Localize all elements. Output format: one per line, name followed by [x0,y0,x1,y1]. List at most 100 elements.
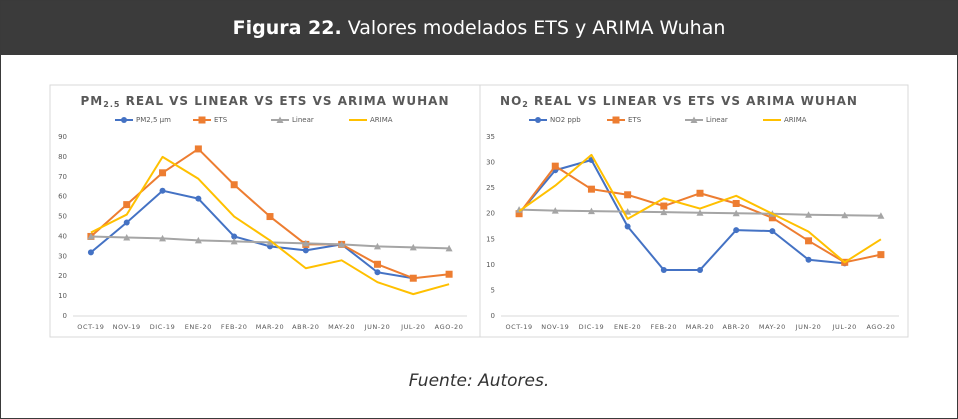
point [769,228,776,235]
x-tick-label: JUN-20 [364,323,391,331]
point [877,212,885,219]
x-tick-label: FEB-20 [651,323,678,331]
header: Figura 22. Valores modelados ETS y ARIMA… [1,1,957,55]
point [159,187,166,194]
legend-marker [690,116,698,123]
y-tick-label: 40 [58,232,67,240]
point [230,181,238,189]
x-tick-label: MAY-20 [759,323,786,331]
point [373,242,381,250]
point [660,208,668,216]
y-tick-label: 20 [486,210,495,218]
point [87,232,95,240]
point [733,227,740,234]
x-tick-label: DIC-19 [150,323,176,331]
y-tick-label: 0 [63,312,67,320]
y-tick-label: 90 [58,133,67,141]
x-tick-label: OCT-19 [77,323,104,331]
series-line [518,153,882,264]
title-main: NO [500,94,522,108]
source: Fuente: Autores. [408,371,550,391]
figure-title: Valores modelados ETS y ARIMA Wuhan [347,17,726,39]
point [409,243,417,251]
x-tick-label: DIC-19 [579,323,605,331]
x-tick-label: MAR-20 [256,323,285,331]
y-tick-label: 50 [58,213,67,221]
series-line [90,155,450,296]
legend-marker [198,116,206,124]
point [195,195,202,202]
point [266,238,274,246]
point [159,169,167,177]
charts-box [49,84,909,338]
point [805,256,812,263]
legend-marker [535,117,541,123]
x-tick-label: AGO-20 [866,323,895,331]
legend-label: Linear [292,116,314,124]
y-tick-label: 80 [58,153,67,161]
chart-title: NO2 REAL VS LINEAR VS ETS VS ARIMA WUHAN [500,94,858,109]
point [587,207,595,215]
y-tick-label: 0 [491,312,495,320]
legend-marker [612,116,620,124]
x-tick-label: JUL-20 [400,323,425,331]
y-tick-label: 70 [58,173,67,181]
point [841,211,849,219]
title-sub: 2.5 [103,100,120,109]
legend-label: Linear [706,116,728,124]
y-tick-label: 30 [58,252,67,260]
x-tick-label: ABR-20 [292,323,319,331]
point [732,209,740,217]
point [194,236,202,244]
point [373,260,381,268]
legend-label: PM2,5 µm [136,116,171,124]
point [445,244,453,252]
point [194,145,202,153]
figure-label: Figura 22. [232,17,342,39]
point [660,202,668,210]
point [696,209,704,216]
title-rest: REAL VS LINEAR VS ETS VS ARIMA WUHAN [120,94,449,108]
point [409,274,417,282]
point [123,219,130,226]
point [302,239,310,247]
legend-label: ARIMA [370,116,393,124]
x-tick-label: NOV-19 [541,323,569,331]
point [302,247,309,254]
title-sub: 2 [522,100,529,109]
y-tick-label: 10 [58,292,67,300]
point [445,270,453,278]
x-tick-label: FEB-20 [221,323,248,331]
x-tick-label: AGO-20 [435,323,464,331]
title-rest: REAL VS LINEAR VS ETS VS ARIMA WUHAN [529,94,858,108]
title-main: PM [81,94,104,108]
point [551,162,559,170]
x-tick-label: MAR-20 [686,323,715,331]
x-tick-label: JUN-20 [795,323,822,331]
point [624,208,632,215]
point [696,189,704,197]
point [159,234,167,242]
y-tick-label: 10 [486,261,495,269]
point [230,237,238,245]
point [660,266,667,273]
x-tick-label: OCT-19 [505,323,532,331]
x-tick-label: ENE-20 [614,323,641,331]
y-tick-label: 60 [58,193,67,201]
point [551,207,559,214]
point [123,201,131,209]
y-tick-label: 5 [491,286,495,294]
point [123,233,131,241]
y-tick-label: 25 [486,184,495,192]
point [624,223,631,230]
y-tick-label: 20 [58,272,67,280]
legend-label: ETS [214,116,228,124]
x-tick-label: ENE-20 [185,323,212,331]
point [87,249,94,256]
legend-label: ETS [628,116,642,124]
point [515,210,523,218]
point [587,185,595,193]
x-tick-label: MAY-20 [328,323,355,331]
